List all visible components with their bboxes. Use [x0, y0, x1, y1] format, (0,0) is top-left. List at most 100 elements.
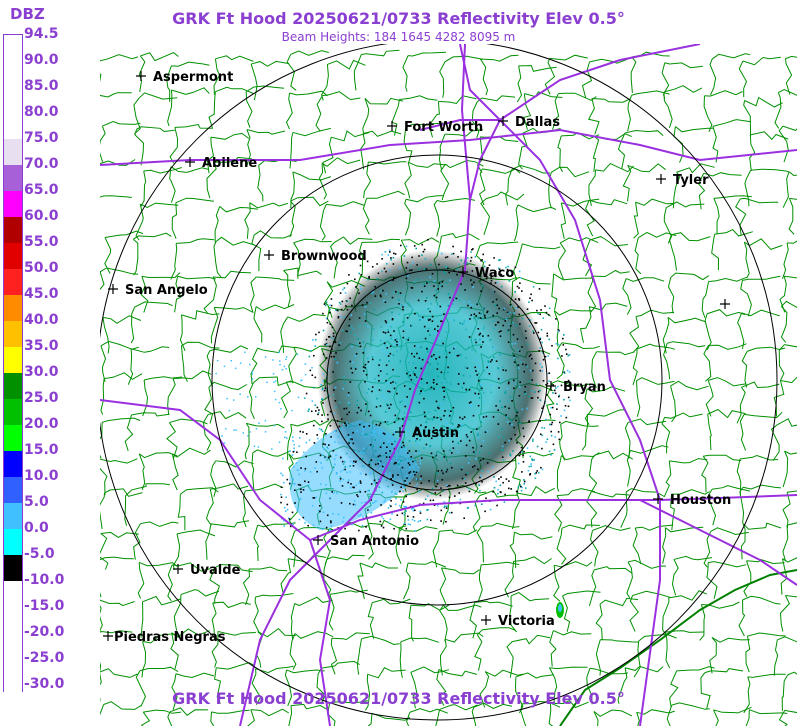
county-line	[553, 309, 593, 316]
echo-pixel	[426, 346, 428, 349]
echo-pixel	[435, 400, 438, 403]
county-line	[585, 199, 595, 237]
city-brownwood[interactable]: Brownwood	[264, 249, 367, 264]
legend-band	[4, 503, 22, 529]
county-line	[589, 236, 628, 247]
echo-pixel	[253, 445, 256, 447]
city-uvalde[interactable]: Uvalde	[173, 563, 241, 578]
echo-pixel	[315, 496, 317, 499]
city-marker[interactable]	[720, 299, 730, 309]
echo-pixel	[463, 416, 466, 418]
legend-band	[4, 399, 22, 425]
echo-pixel	[273, 390, 276, 393]
echo-pixel	[337, 441, 340, 444]
county-line	[433, 200, 441, 237]
county-line	[253, 230, 293, 239]
echo-pixel	[493, 346, 495, 348]
county-line	[712, 126, 719, 163]
city-aspermont[interactable]: Aspermont	[136, 70, 233, 85]
echo-pixel	[519, 452, 522, 454]
city-tyler[interactable]: Tyler	[656, 173, 709, 188]
echo-pixel	[293, 444, 295, 446]
echo-pixel	[284, 436, 286, 439]
echo-pixel	[399, 504, 401, 507]
county-line	[255, 593, 294, 598]
city-houston[interactable]: Houston	[653, 493, 731, 508]
echo-pixel	[400, 244, 402, 247]
echo-pixel	[474, 504, 477, 507]
echo-pixel	[468, 458, 471, 460]
county-line	[669, 234, 677, 271]
echo-pixel	[368, 463, 370, 466]
echo-pixel	[345, 425, 347, 428]
echo-pixel	[563, 334, 565, 336]
county-line	[177, 494, 186, 531]
county-line	[779, 595, 791, 632]
city-waco[interactable]: Waco	[458, 266, 514, 281]
city-dallas[interactable]: Dallas	[498, 115, 560, 130]
echo-pixel	[387, 460, 389, 462]
county-line	[104, 488, 143, 497]
city-abilene[interactable]: Abilene	[185, 156, 257, 171]
echo-pixel	[396, 341, 398, 343]
echo-pixel	[560, 415, 562, 417]
echo-pixel	[368, 425, 371, 427]
echo-pixel	[280, 493, 282, 496]
city-san-angelo[interactable]: San Angelo	[108, 283, 208, 298]
county-line	[515, 451, 554, 457]
county-line	[206, 137, 215, 174]
city-bryan[interactable]: Bryan	[546, 380, 606, 395]
county-line	[636, 380, 641, 417]
county-line	[593, 711, 599, 726]
county-line	[364, 97, 404, 105]
county-line	[167, 89, 173, 127]
echo-pixel	[506, 268, 509, 271]
county-line	[581, 61, 593, 99]
echo-pixel	[567, 405, 570, 408]
echo-pixel	[354, 278, 356, 281]
county-line	[553, 565, 561, 602]
echo-pixel	[493, 476, 495, 478]
county-line	[210, 711, 215, 726]
echo-pixel	[492, 416, 495, 418]
city-victoria[interactable]: Victoria	[481, 614, 555, 629]
county-line	[102, 120, 141, 127]
echo-pixel	[516, 338, 519, 340]
echo-pixel	[442, 398, 445, 401]
echo-pixel	[321, 398, 324, 400]
city-piedras-negras[interactable]: Piedras Negras	[103, 630, 226, 645]
echo-pixel	[299, 484, 302, 486]
echo-pixel	[364, 349, 367, 351]
city-austin[interactable]: Austin	[395, 426, 459, 441]
county-line	[667, 341, 706, 348]
city-fort-worth[interactable]: Fort Worth	[387, 120, 483, 135]
echo-pixel	[536, 309, 538, 312]
county-line	[784, 344, 797, 348]
echo-pixel	[346, 413, 349, 416]
echo-pixel	[350, 424, 352, 427]
county-line	[740, 454, 779, 461]
echo-pixel	[428, 480, 430, 482]
echo-pixel	[325, 492, 328, 495]
echo-pixel	[345, 436, 347, 439]
city-san-antonio[interactable]: San Antonio	[313, 534, 419, 549]
echo-pixel	[565, 416, 568, 419]
echo-pixel	[484, 431, 487, 433]
county-line	[778, 710, 788, 726]
county-line	[253, 306, 263, 343]
echo-pixel	[368, 381, 371, 383]
echo-pixel	[475, 315, 477, 317]
echo-pixel	[348, 437, 350, 439]
echo-pixel	[257, 446, 260, 448]
county-line	[701, 601, 740, 609]
city-label: Fort Worth	[404, 120, 483, 135]
echo-pixel	[368, 489, 370, 492]
echo-pixel	[339, 292, 342, 294]
echo-pixel	[432, 419, 434, 422]
echo-pixel	[359, 264, 362, 267]
county-line	[782, 171, 790, 208]
echo-pixel	[300, 379, 303, 381]
echo-pixel	[393, 527, 395, 530]
echo-pixel	[466, 472, 469, 474]
